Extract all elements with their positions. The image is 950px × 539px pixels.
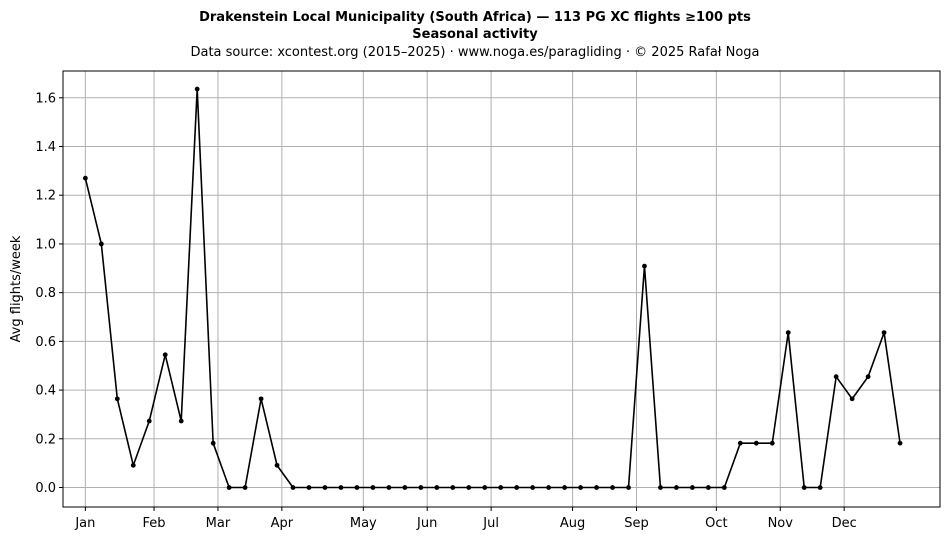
data-point — [226, 485, 232, 490]
data-point — [642, 263, 647, 269]
data-point — [242, 485, 248, 490]
data-point — [594, 485, 599, 490]
data-point — [562, 485, 567, 490]
data-point — [98, 241, 104, 247]
data-point — [274, 462, 280, 468]
x-tick-label: Jan — [74, 516, 95, 531]
chart-source: Data source: xcontest.org (2015–2025) · … — [190, 45, 759, 60]
data-point — [801, 485, 807, 490]
x-tick-label: May — [350, 516, 377, 531]
plot-frame — [62, 70, 941, 508]
y-tick-label: 1.2 — [35, 189, 56, 204]
data-point — [258, 396, 264, 402]
data-point — [82, 175, 88, 181]
data-point — [418, 485, 424, 490]
data-point — [753, 440, 759, 446]
y-tick-label: 0.2 — [35, 432, 56, 447]
data-point — [546, 485, 552, 490]
y-axis-ticks: 0.0 0.2 0.4 0.6 0.8 1.0 1.2 1.4 1.6 — [35, 91, 63, 496]
data-point — [194, 86, 200, 92]
x-tick-label: Sep — [624, 516, 649, 531]
y-tick-label: 0.6 — [35, 335, 56, 350]
data-point — [178, 418, 184, 424]
x-tick-label: Nov — [768, 516, 794, 531]
y-tick-label: 0.8 — [35, 286, 56, 301]
data-point — [705, 485, 711, 490]
data-point — [626, 485, 631, 490]
data-point — [689, 485, 695, 490]
data-point — [130, 462, 136, 468]
data-point — [578, 485, 583, 490]
y-tick-label: 0.0 — [35, 481, 56, 496]
series-flights — [82, 86, 903, 490]
data-point — [146, 418, 152, 424]
data-point — [881, 330, 887, 335]
data-point — [114, 396, 120, 402]
data-point — [897, 440, 903, 446]
y-tick-label: 1.6 — [35, 91, 56, 106]
data-point — [466, 485, 472, 490]
data-point — [370, 485, 376, 490]
y-axis-label: Avg flights/week — [9, 235, 24, 342]
x-tick-label: Oct — [705, 516, 727, 531]
x-tick-label: Dec — [832, 516, 857, 531]
x-tick-label: Feb — [143, 516, 166, 531]
data-point — [322, 485, 328, 490]
chart-subtitle: Seasonal activity — [412, 27, 538, 42]
data-point — [498, 485, 504, 490]
series-line — [84, 88, 901, 489]
x-tick-label: Aug — [560, 516, 585, 531]
x-tick-label: Jul — [482, 516, 499, 531]
data-point — [290, 485, 296, 490]
data-point — [737, 440, 743, 446]
x-axis-ticks: Jan Feb Mar Apr May Jun Jul Aug Sep Oct Nov Dec — [74, 507, 857, 531]
data-point — [721, 485, 727, 490]
data-point — [658, 485, 663, 490]
x-tick-label: Apr — [271, 516, 294, 531]
y-tick-label: 1.0 — [35, 237, 56, 252]
data-point — [769, 440, 775, 446]
data-point — [434, 485, 440, 490]
data-point — [817, 485, 823, 490]
x-tick-label: Jun — [416, 516, 437, 531]
data-point — [610, 485, 615, 490]
data-point — [386, 485, 392, 490]
grid — [63, 71, 940, 507]
data-point — [402, 485, 408, 490]
data-point — [849, 396, 855, 402]
data-point — [162, 352, 168, 358]
data-point — [354, 485, 360, 490]
chart-title: Drakenstein Local Municipality (South Af… — [199, 10, 751, 25]
x-tick-label: Mar — [206, 516, 231, 531]
data-point — [338, 485, 344, 490]
y-tick-label: 1.4 — [35, 140, 56, 155]
data-point — [865, 374, 871, 380]
data-point — [785, 330, 791, 335]
data-point — [674, 485, 679, 490]
data-point — [530, 485, 536, 490]
data-point — [306, 485, 312, 490]
data-point — [450, 485, 456, 490]
y-tick-label: 0.4 — [35, 384, 56, 399]
data-point — [514, 485, 520, 490]
data-point — [210, 440, 216, 446]
data-point — [482, 485, 488, 490]
data-point — [833, 374, 839, 380]
